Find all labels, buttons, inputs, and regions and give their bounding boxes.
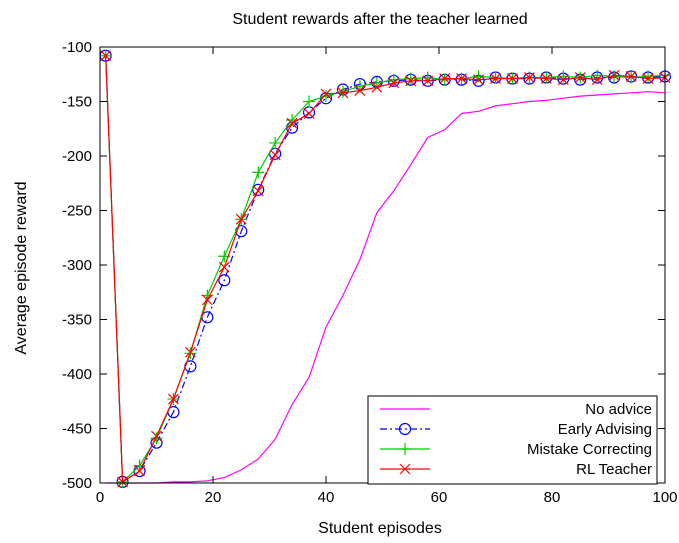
data-point [489, 71, 502, 84]
data-point [557, 70, 570, 83]
x-axis-title: Student episodes [318, 520, 442, 537]
data-point [252, 185, 264, 197]
series-0 [105, 91, 666, 484]
data-point [591, 74, 603, 86]
legend: No advice Early Advising Mistake Correctin… [367, 395, 658, 485]
legend-marker [398, 422, 412, 436]
data-point [422, 75, 434, 87]
data-point [540, 71, 553, 84]
x-tick-label: 20 [205, 489, 222, 506]
data-point [117, 476, 129, 488]
data-point [320, 90, 332, 103]
x-tick-label: 40 [318, 489, 335, 506]
data-point [320, 88, 332, 100]
data-point [642, 73, 654, 85]
y-tick-label: -500 [62, 475, 92, 492]
legend-marker [399, 463, 411, 475]
y-tick-label: -400 [62, 366, 92, 383]
y-tick-label: -300 [62, 257, 92, 274]
data-point [388, 77, 400, 89]
data-point [201, 294, 213, 306]
y-tick-label: -450 [62, 421, 92, 438]
series-line-0 [105, 91, 666, 484]
data-point [608, 69, 620, 81]
data-point [557, 74, 569, 86]
data-point [507, 73, 518, 85]
data-point [540, 73, 552, 85]
plot-area [99, 49, 672, 489]
data-point [439, 73, 451, 85]
data-point [303, 108, 315, 119]
x-tick-label: 80 [544, 489, 561, 506]
data-point [642, 70, 655, 83]
y-tick-label: -250 [62, 203, 92, 220]
data-point [404, 72, 417, 85]
legend-item: Early Advising [380, 421, 652, 438]
legend-label: No advice [585, 401, 652, 418]
legend-label: Mistake Correcting [527, 441, 652, 458]
legend-item: No advice [380, 401, 652, 418]
data-point [252, 166, 265, 179]
data-point [421, 71, 434, 84]
data-point [456, 73, 468, 85]
data-point [133, 459, 146, 472]
data-point [168, 393, 179, 405]
legend-item: RL Teacher [380, 461, 652, 478]
series-line-3 [105, 55, 666, 483]
data-point [354, 85, 366, 97]
data-point [303, 95, 316, 108]
data-point [269, 136, 282, 149]
x-tick-label: 100 [652, 489, 677, 506]
y-tick-label: -100 [62, 39, 92, 56]
data-point [134, 465, 145, 477]
y-tick-label: -350 [62, 312, 92, 329]
legend-label: RL Teacher [576, 461, 652, 478]
data-point [574, 72, 586, 83]
x-tick-label: 0 [96, 489, 104, 506]
data-point [371, 81, 383, 93]
data-point [625, 71, 637, 82]
data-point [235, 213, 247, 225]
series-3 [100, 50, 671, 488]
data-point [405, 75, 417, 87]
y-axis-title: Average episode reward [13, 181, 30, 354]
chart-title: Student rewards after the teacher learne… [232, 11, 527, 28]
data-point [337, 87, 349, 99]
data-point [218, 274, 231, 287]
data-point [184, 346, 196, 358]
legend-marker [399, 443, 411, 455]
data-point [150, 432, 163, 445]
legend-item: Mistake Correcting [380, 441, 652, 458]
data-point [218, 261, 230, 273]
legend-label: Early Advising [558, 421, 652, 438]
y-tick-label: -200 [62, 148, 92, 165]
data-point [490, 73, 501, 85]
data-point [269, 149, 281, 161]
data-point [100, 50, 112, 62]
data-point [286, 117, 298, 129]
data-point [252, 183, 265, 196]
data-point [151, 430, 162, 442]
data-point [473, 74, 484, 86]
x-tick-label: 60 [431, 489, 448, 506]
y-tick-label: -150 [62, 94, 92, 111]
data-point [523, 72, 535, 83]
